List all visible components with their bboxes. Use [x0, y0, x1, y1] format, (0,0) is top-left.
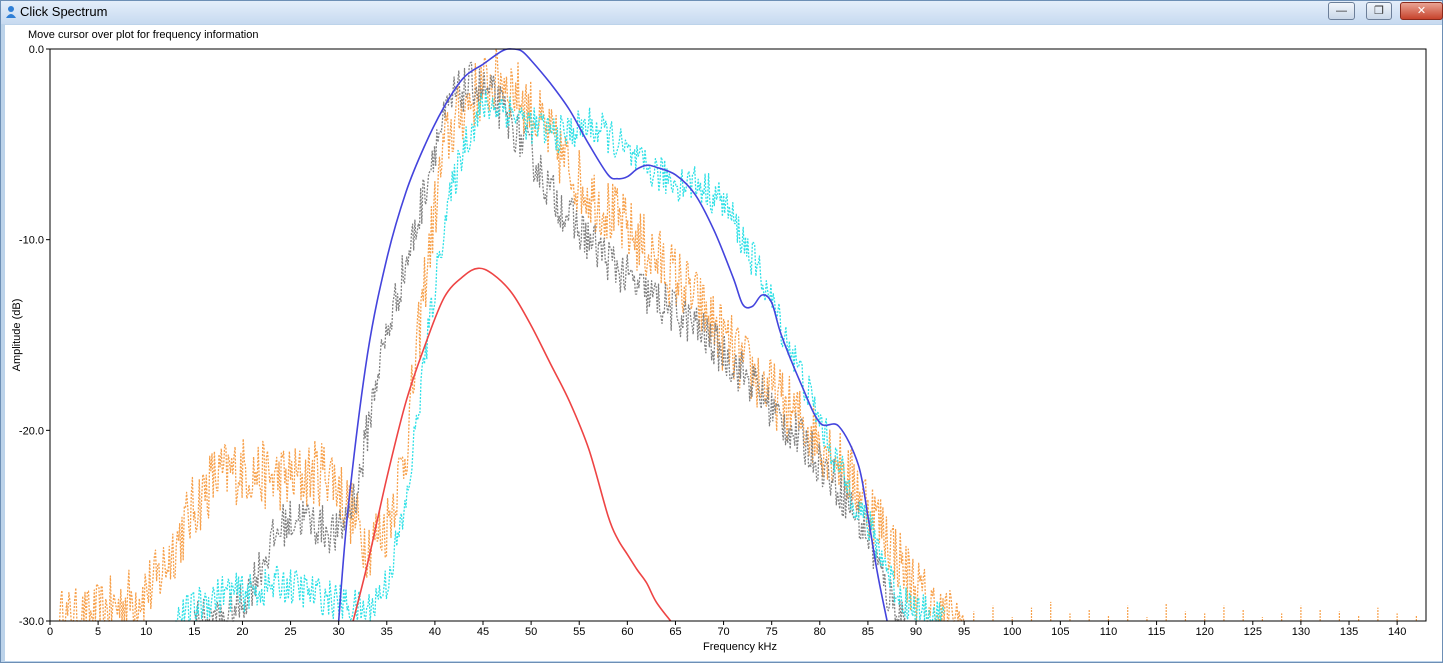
x-tick-label: 15: [188, 626, 200, 638]
x-tick-label: 80: [814, 626, 826, 638]
spectrum-series-2: [175, 90, 945, 622]
x-tick-label: 115: [1148, 626, 1166, 638]
x-tick-label: 0: [47, 626, 53, 638]
app-icon: [6, 6, 16, 18]
spectrum-series-3: [337, 48, 888, 622]
cursor-hint-text: Move cursor over plot for frequency info…: [28, 29, 259, 41]
close-button[interactable]: ✕: [1400, 2, 1443, 20]
title-bar[interactable]: Click Spectrum — ❐ ✕: [1, 1, 1443, 24]
x-tick-label: 65: [669, 626, 681, 638]
minimize-button[interactable]: —: [1328, 2, 1355, 20]
x-tick-label: 90: [910, 626, 922, 638]
spectrum-plot[interactable]: 0 5 10 15 20 25 30 35 40 45 50 55 60 65 70 75 80 85 90 95 10…: [5, 25, 1442, 661]
y-tick-label: 0.0: [29, 44, 44, 56]
x-tick-label: 95: [958, 626, 970, 638]
x-axis-title: Frequency kHz: [703, 641, 777, 653]
x-tick-label: 140: [1388, 626, 1406, 638]
x-tick-label: 130: [1292, 626, 1310, 638]
plot-frame: [49, 48, 1427, 622]
x-tick-label: 60: [621, 626, 633, 638]
x-tick-label: 135: [1340, 626, 1358, 638]
x-tick-label: 85: [862, 626, 874, 638]
x-tick-label: 25: [284, 626, 296, 638]
x-tick-label: 50: [525, 626, 537, 638]
x-tick-label: 5: [95, 626, 101, 638]
x-tick-label: 75: [766, 626, 778, 638]
x-tick-label: 120: [1196, 626, 1214, 638]
spectrum-series-4: [352, 267, 672, 622]
maximize-button[interactable]: ❐: [1366, 2, 1392, 20]
x-tick-label: 125: [1244, 626, 1262, 638]
x-tick-label: 105: [1051, 626, 1069, 638]
x-tick-label: 55: [573, 626, 585, 638]
plot-panel[interactable]: 0 5 10 15 20 25 30 35 40 45 50 55 60 65 70 75 80 85 90 95 10…: [5, 25, 1442, 661]
x-tick-label: 70: [717, 626, 729, 638]
x-tick-label: 20: [236, 626, 248, 638]
y-tick-label: -30.0: [19, 616, 44, 628]
y-tick-label: -10.0: [19, 235, 44, 247]
x-tick-label: 35: [381, 626, 393, 638]
y-axis-title: Amplitude (dB): [11, 299, 23, 372]
x-tick-label: 40: [429, 626, 441, 638]
x-tick-label: 100: [1003, 626, 1021, 638]
spectrum-series-1: [193, 61, 907, 622]
window-title: Click Spectrum: [20, 4, 108, 19]
x-tick-label: 10: [140, 626, 152, 638]
x-tick-label: 45: [477, 626, 489, 638]
x-tick-label: 30: [333, 626, 345, 638]
y-tick-label: -20.0: [19, 425, 44, 437]
spectrum-series-0: [58, 48, 965, 622]
x-tick-label: 110: [1100, 626, 1118, 638]
